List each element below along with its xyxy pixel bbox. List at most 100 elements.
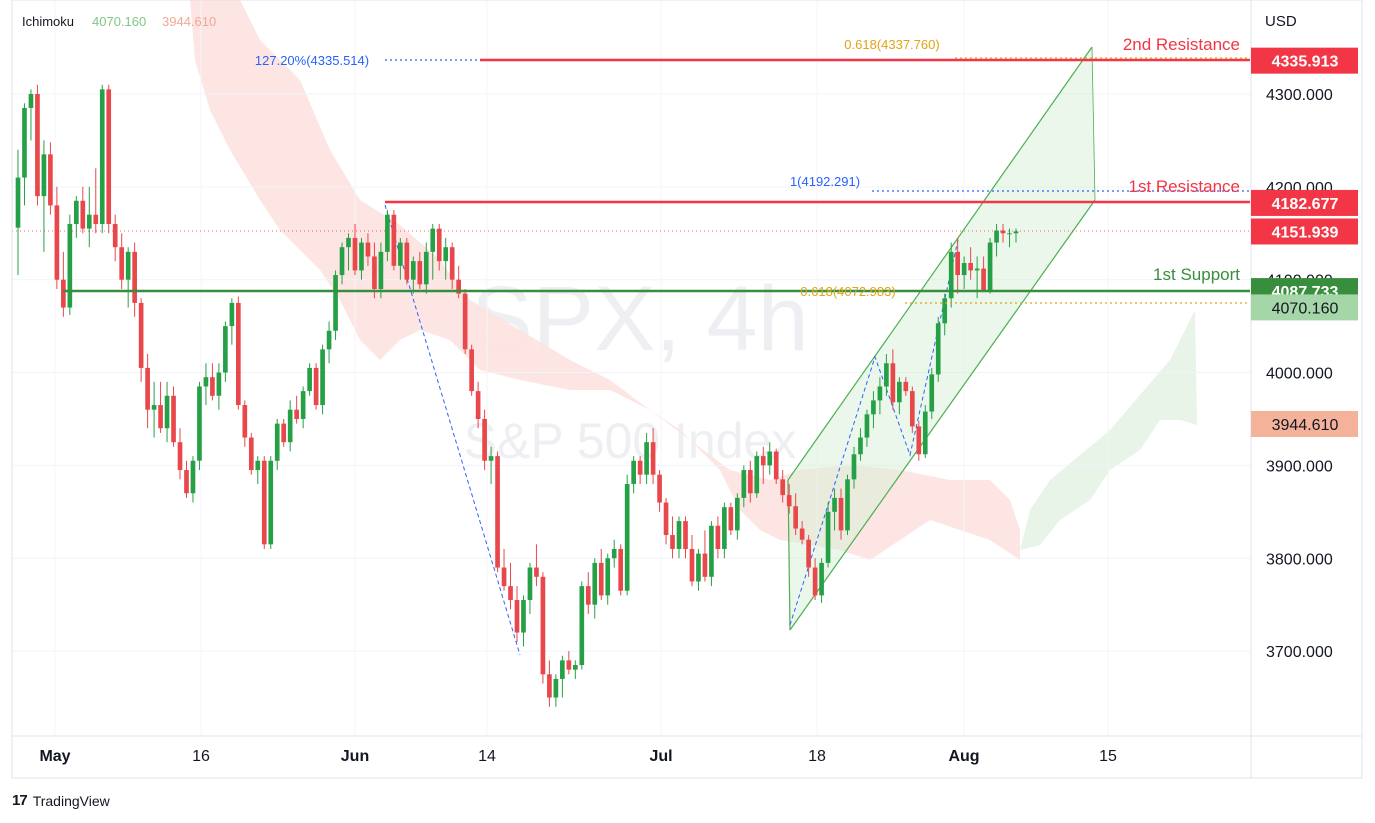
candle-body (404, 242, 410, 280)
candle-body (851, 454, 857, 480)
candle-body (838, 497, 844, 531)
candle-body (326, 330, 332, 350)
candle-body (1007, 233, 1012, 235)
projection-1-label: 1(4192.291) (790, 174, 860, 189)
candle-body (48, 154, 53, 206)
candle-body (819, 562, 824, 596)
candle-body (728, 507, 734, 531)
candle-body (469, 349, 474, 392)
candle-body (67, 223, 73, 308)
x-tick-label: 14 (478, 748, 496, 765)
x-tick-label: Jun (341, 748, 369, 765)
candle-body (935, 323, 941, 375)
candle-body (903, 381, 909, 392)
candle-body (560, 660, 565, 679)
candle-body (508, 586, 513, 601)
candle-body (909, 391, 915, 427)
candle-body (475, 391, 481, 419)
candle-body (391, 214, 397, 266)
chart-border (11, 0, 1363, 779)
candle-body (236, 302, 241, 406)
projection-127-label: 127.20%(4335.514) (255, 53, 369, 68)
candle-body (28, 94, 34, 108)
channel-right (1091, 46, 1096, 201)
time-axis[interactable]: May 16 Jun 14 Jul 18 Aug 15 (39, 748, 1117, 765)
candle-body (832, 497, 837, 512)
price-tag-label: 4070.160 (1272, 300, 1339, 317)
abc-projection-lines-2 (789, 239, 959, 626)
candle-body (735, 497, 740, 531)
channel-lower (789, 199, 1096, 631)
y-tick-label: 3800.000 (1266, 551, 1333, 568)
candle-body (806, 539, 811, 568)
candle-body (15, 177, 21, 228)
candle-body (709, 525, 714, 577)
candle-body (644, 442, 649, 475)
candle-body (93, 214, 99, 224)
candle-body (657, 474, 662, 503)
candle-body (916, 426, 922, 455)
price-tag-resistance (1251, 189, 1358, 216)
candle-body (210, 377, 215, 396)
candle-body (521, 600, 526, 633)
candle-body (961, 262, 967, 276)
candle-body (378, 251, 384, 289)
channel-upper (787, 46, 1093, 481)
price-tag-label: 4151.939 (1272, 224, 1339, 241)
candle-body (754, 456, 760, 494)
candle-body (164, 395, 170, 429)
candle-body (760, 456, 766, 466)
x-tick-label: Aug (948, 748, 979, 765)
channel-fill (788, 47, 1095, 630)
first-support-label: 1st Support (1153, 265, 1240, 284)
candle-body (294, 409, 299, 419)
candle-body (281, 423, 287, 443)
candle-body (773, 451, 779, 480)
candle-body (579, 586, 585, 666)
candle-body (35, 94, 40, 197)
candle-body (61, 279, 66, 308)
candle-body (41, 154, 47, 197)
candle-body (884, 363, 889, 387)
candle-body (203, 377, 209, 387)
tradingview-brand[interactable]: 17 TradingView (12, 792, 110, 809)
candle-body (877, 386, 883, 401)
candle-body (702, 553, 708, 577)
candle-body (689, 548, 695, 582)
candle-body (663, 502, 669, 536)
candle-body (443, 247, 449, 262)
candle-body (333, 275, 338, 331)
candle-body (942, 298, 948, 324)
candle-body (845, 479, 850, 531)
candle-body (793, 506, 798, 529)
candle-body (611, 548, 617, 559)
candle-body (300, 391, 306, 419)
candle-body (987, 242, 993, 291)
candle-body (1000, 230, 1006, 234)
candle-body (171, 395, 176, 443)
candle-body (605, 558, 611, 596)
candle-body (974, 268, 980, 271)
candle-body (125, 251, 131, 280)
candle-body (86, 214, 92, 229)
fib-0618-upper-label: 0.618(4337.760) (844, 37, 939, 52)
candle-body (462, 293, 468, 350)
candle-body (864, 414, 870, 438)
candle-body (242, 405, 248, 438)
candle-body (670, 535, 675, 549)
candle-body (197, 386, 202, 461)
candle-body (320, 349, 325, 406)
candle-body (715, 525, 721, 549)
gridlines (12, 0, 1251, 736)
candle-body (112, 223, 118, 248)
candle-body (73, 200, 79, 224)
candle-body (184, 470, 189, 494)
candle-body (527, 567, 533, 601)
candle-body (890, 363, 896, 403)
y-tick-label: 4000.000 (1266, 366, 1333, 383)
price-tag-current (1251, 218, 1358, 245)
candle-body (287, 409, 293, 443)
candle-body (696, 553, 701, 582)
indicator-name[interactable]: Ichimoku (22, 14, 74, 29)
